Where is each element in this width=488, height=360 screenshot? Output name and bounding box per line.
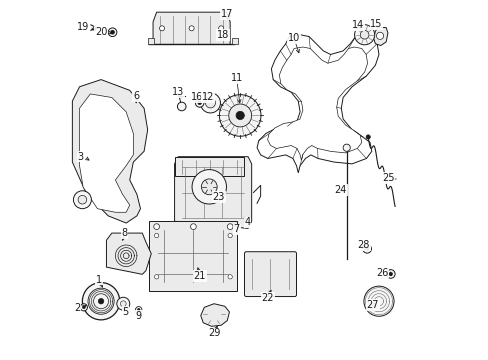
Text: 15: 15 (369, 19, 382, 29)
Text: 16: 16 (191, 92, 203, 102)
Circle shape (153, 224, 159, 229)
Text: 10: 10 (287, 33, 300, 43)
Circle shape (82, 283, 120, 320)
Circle shape (366, 135, 369, 139)
Text: 6: 6 (133, 91, 139, 101)
Text: 1: 1 (96, 275, 102, 285)
Text: 26: 26 (376, 267, 388, 278)
Circle shape (205, 98, 215, 108)
Polygon shape (72, 80, 147, 223)
Text: 12: 12 (202, 92, 214, 102)
Text: 7: 7 (233, 225, 239, 234)
Circle shape (227, 224, 233, 229)
Text: 17: 17 (220, 9, 233, 19)
Circle shape (201, 179, 217, 195)
Circle shape (120, 301, 126, 307)
Text: 24: 24 (334, 185, 346, 195)
Circle shape (388, 272, 392, 276)
Circle shape (154, 233, 159, 238)
Text: 11: 11 (230, 73, 242, 83)
Bar (174, 157, 244, 176)
Circle shape (218, 26, 223, 31)
Text: 3: 3 (78, 152, 83, 162)
Circle shape (192, 170, 226, 204)
Text: 2: 2 (74, 303, 80, 314)
Circle shape (376, 32, 383, 40)
Circle shape (137, 309, 140, 311)
Circle shape (362, 244, 371, 253)
Text: 9: 9 (135, 311, 142, 320)
Polygon shape (267, 47, 367, 160)
Circle shape (227, 233, 232, 238)
Text: 14: 14 (352, 20, 364, 30)
Circle shape (88, 288, 114, 314)
Circle shape (195, 99, 203, 107)
Circle shape (177, 102, 185, 111)
Text: 20: 20 (95, 27, 107, 37)
Text: 13: 13 (172, 87, 184, 97)
Circle shape (200, 93, 220, 113)
Circle shape (110, 31, 114, 34)
Circle shape (190, 224, 196, 229)
Circle shape (98, 298, 103, 304)
Circle shape (228, 104, 251, 127)
Text: 25: 25 (381, 173, 394, 183)
Text: 22: 22 (261, 293, 273, 303)
Circle shape (343, 144, 349, 151)
Polygon shape (106, 233, 151, 274)
Circle shape (198, 101, 201, 105)
Text: 4: 4 (244, 217, 250, 227)
Circle shape (135, 307, 142, 313)
Circle shape (360, 31, 368, 39)
Circle shape (365, 247, 368, 251)
Text: 27: 27 (366, 300, 378, 310)
Text: 18: 18 (217, 30, 229, 40)
Circle shape (93, 294, 108, 309)
Polygon shape (153, 12, 230, 44)
FancyBboxPatch shape (244, 252, 296, 297)
Bar (147, 38, 154, 44)
Bar (149, 221, 237, 291)
Circle shape (82, 306, 85, 309)
Circle shape (189, 26, 194, 31)
Circle shape (154, 275, 159, 279)
Circle shape (236, 111, 244, 120)
Circle shape (386, 270, 394, 278)
Text: 23: 23 (212, 192, 224, 202)
Circle shape (80, 304, 87, 311)
Text: 8: 8 (121, 228, 127, 238)
Text: 19: 19 (77, 22, 89, 32)
Circle shape (78, 195, 86, 204)
Text: 5: 5 (122, 307, 128, 317)
Polygon shape (373, 28, 387, 45)
Circle shape (363, 286, 393, 316)
Polygon shape (257, 35, 378, 173)
Circle shape (159, 26, 164, 31)
Circle shape (227, 275, 232, 279)
Text: 21: 21 (193, 271, 205, 281)
Circle shape (354, 25, 374, 45)
Polygon shape (80, 94, 133, 212)
Circle shape (219, 95, 261, 136)
Circle shape (73, 191, 91, 209)
Text: 28: 28 (357, 240, 369, 250)
Circle shape (117, 297, 129, 310)
Polygon shape (174, 157, 251, 228)
Bar (231, 38, 238, 44)
Text: 29: 29 (207, 328, 220, 338)
Polygon shape (201, 304, 229, 326)
Circle shape (108, 28, 117, 37)
